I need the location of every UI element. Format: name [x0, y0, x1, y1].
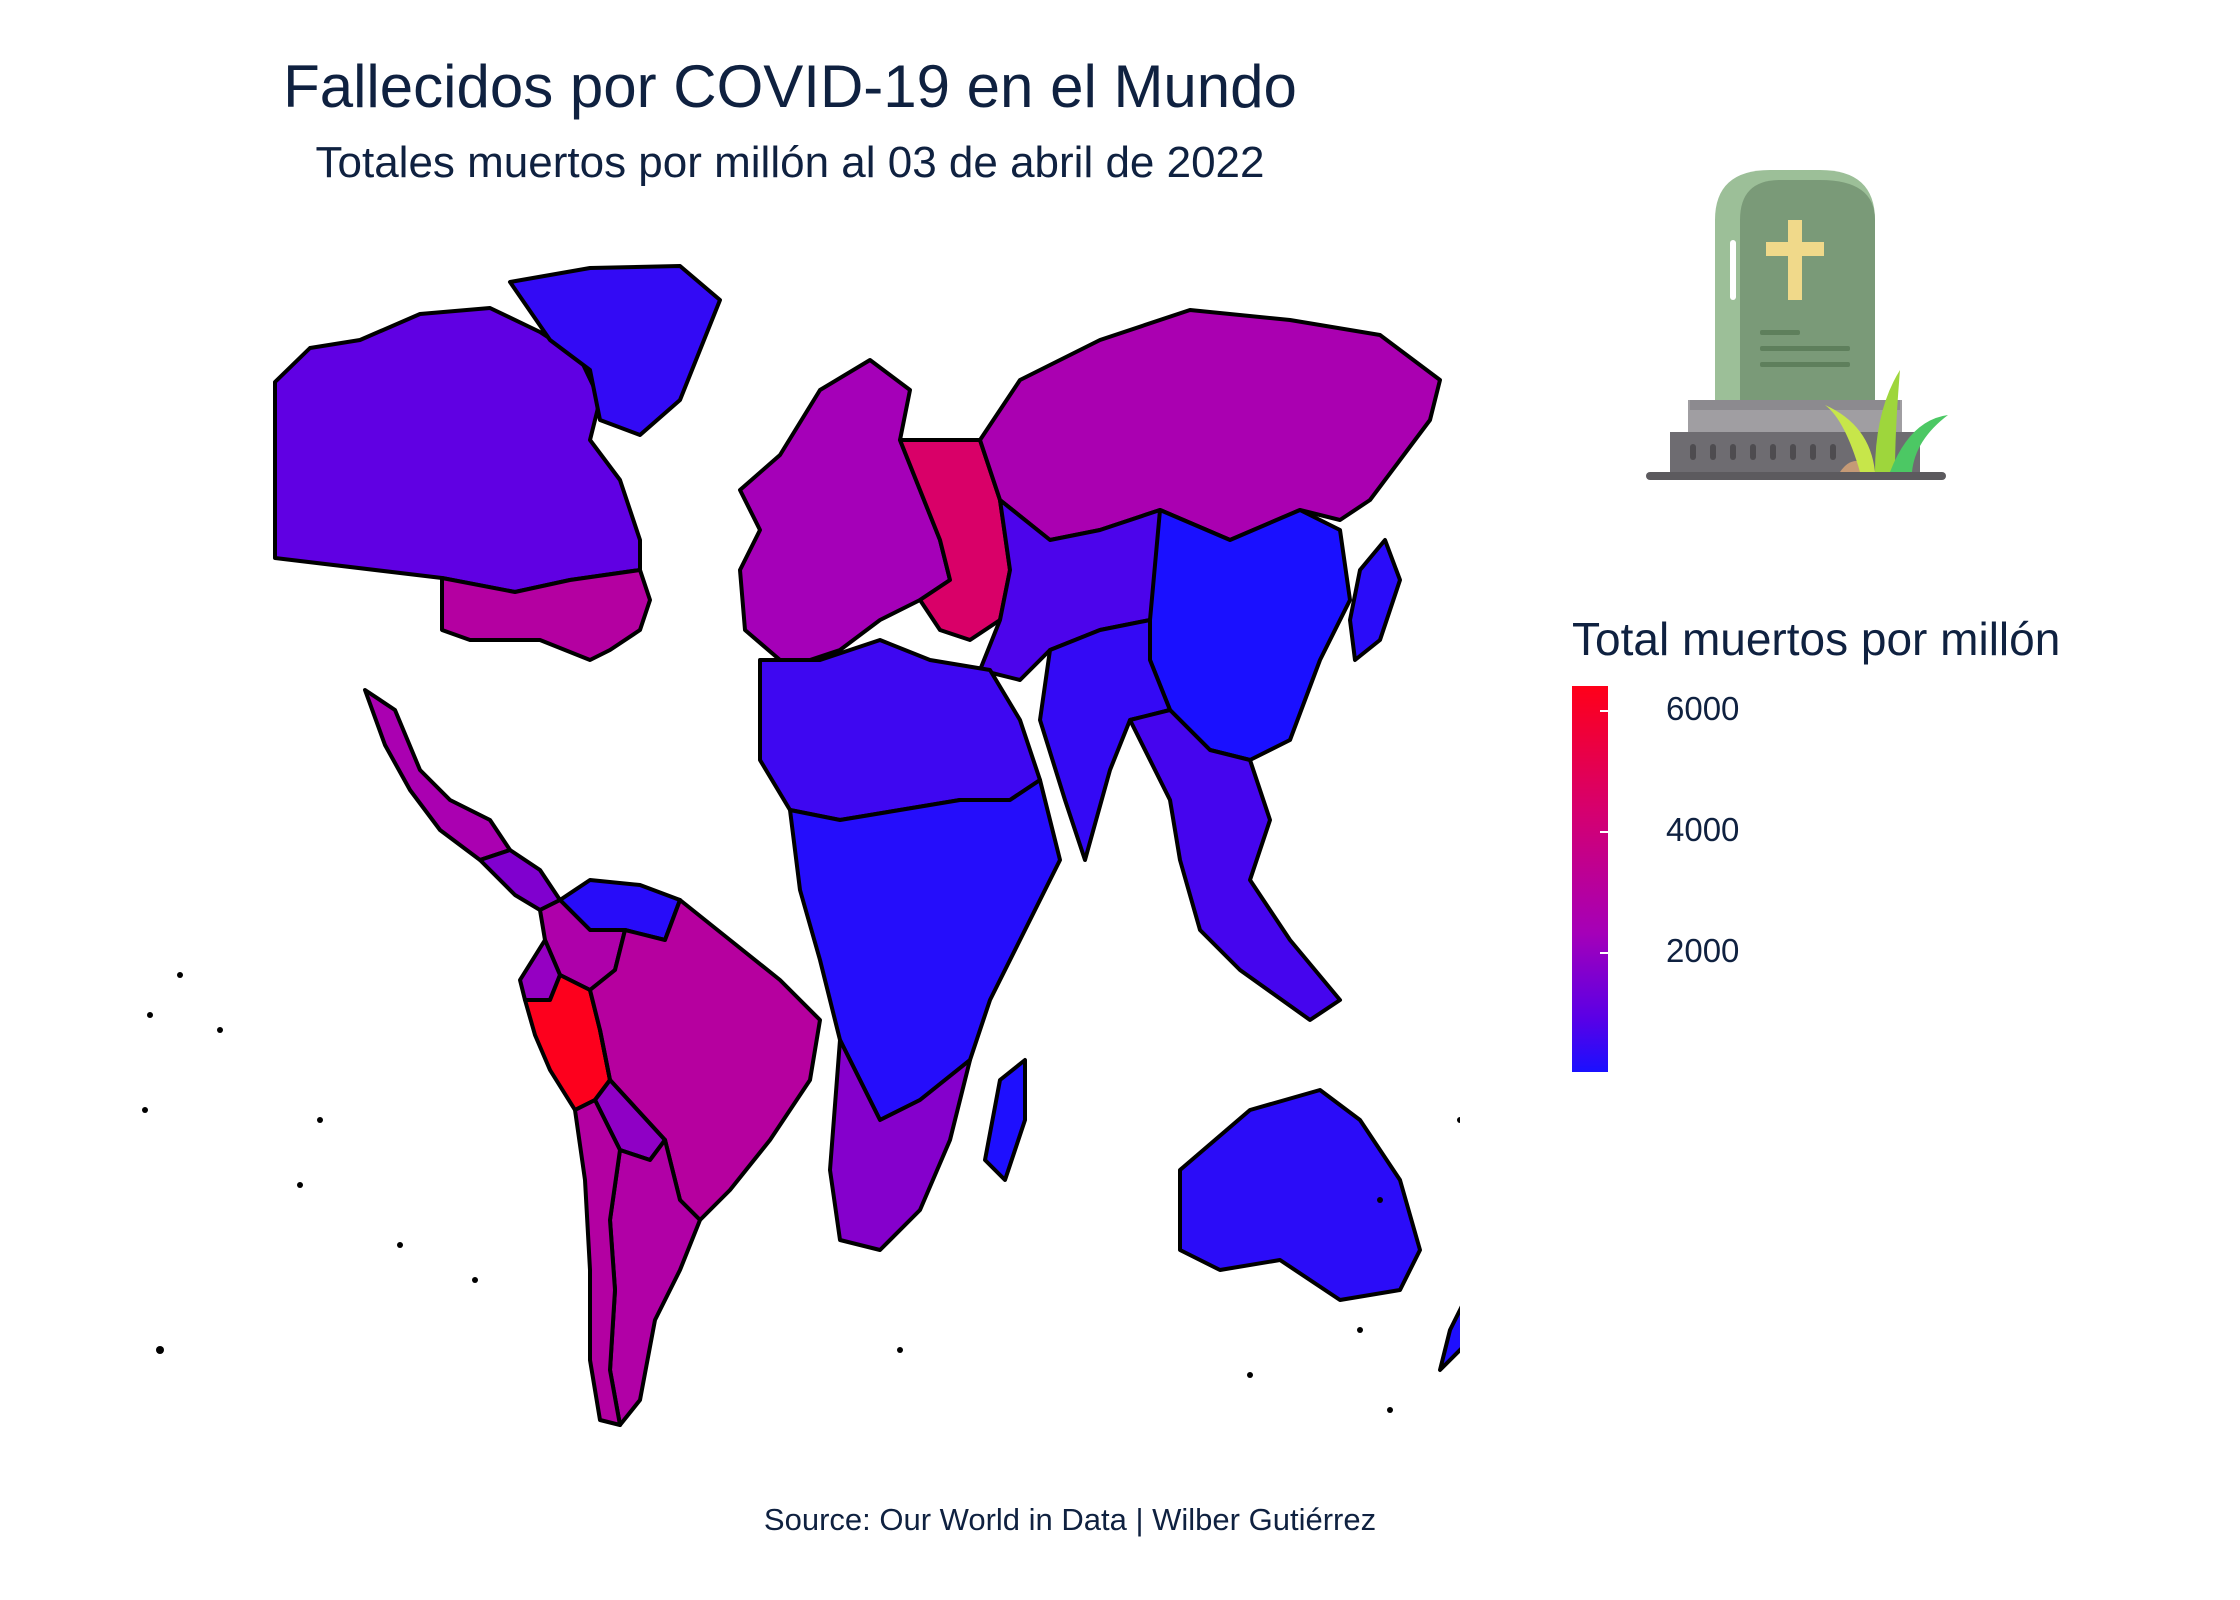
region-brazil [588, 898, 822, 1222]
region-russia [978, 308, 1442, 542]
region-madagascar [983, 1058, 1027, 1182]
legend-tick-4000 [1600, 831, 1610, 833]
region-japan [1348, 538, 1402, 662]
source-caption: Source: Our World in Data | Wilber Gutié… [763, 1502, 1377, 1537]
region-mexico [363, 688, 512, 862]
region-southeast-asia [1128, 708, 1342, 1022]
region-south-africa [828, 1038, 972, 1252]
legend-title: Total muertos por millón [1572, 613, 2061, 665]
legend-tick-label-2000: 2000 [1666, 932, 1740, 969]
legend-tick-6000 [1600, 710, 1610, 712]
region-sub-saharan-africa [788, 778, 1062, 1122]
legend-tick-2000 [1600, 952, 1610, 954]
region-united-states [440, 568, 652, 662]
region-australia [1178, 1088, 1422, 1302]
legend-colorbar [1572, 686, 1608, 1072]
tombstone-icon [1646, 170, 1948, 480]
map-title: Fallecidos por COVID-19 en el Mundo [283, 53, 1297, 120]
region-chile [573, 1098, 622, 1427]
region-western-europe [738, 358, 952, 662]
small-islands [142, 972, 1460, 1413]
world-map [142, 264, 1460, 1427]
region-greenland [508, 264, 722, 437]
legend-tick-label-6000: 6000 [1666, 690, 1740, 727]
legend-tick-label-4000: 4000 [1666, 811, 1740, 848]
map-subtitle: Totales muertos por millón al 03 de abri… [315, 138, 1265, 187]
region-central-america [478, 848, 562, 912]
region-new-zealand [1438, 1305, 1460, 1372]
